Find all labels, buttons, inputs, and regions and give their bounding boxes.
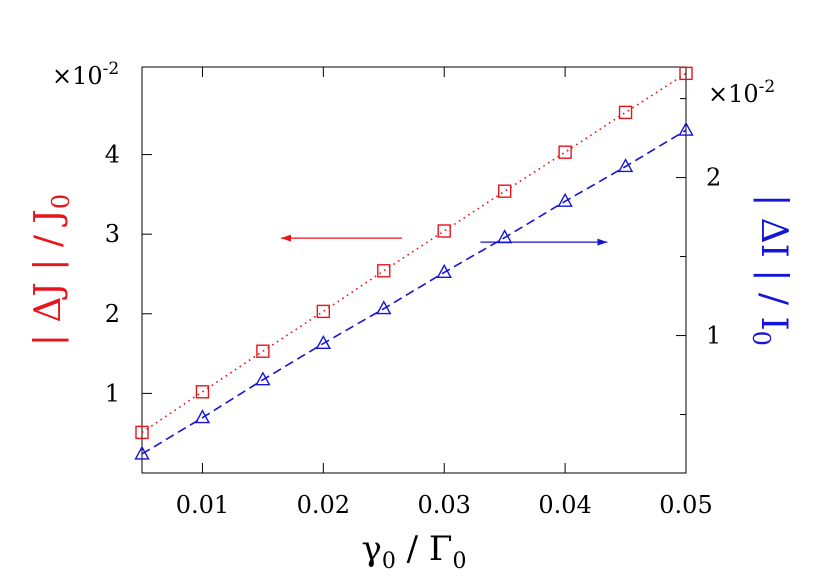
data-point-square: [558, 145, 572, 159]
tick-labels: 0.01 0.02 0.03 0.04 0.05 1 2 3 4 1 2: [105, 141, 722, 519]
data-point-square: [195, 385, 210, 399]
series-left-line: [141, 72, 687, 434]
plot-frame: [141, 66, 687, 474]
data-point-square: [679, 66, 693, 81]
data-point-triangle: [255, 371, 271, 386]
x-tick-label: 0.05: [659, 491, 712, 519]
y-right-tick-label: 2: [706, 164, 721, 192]
ticks-layer: [142, 67, 687, 473]
data-point-triangle: [496, 229, 513, 244]
data-point-square: [256, 344, 270, 358]
data-point-triangle: [376, 300, 392, 315]
y-right-label: | ΔI | / I0: [747, 194, 794, 346]
data-point-square: [618, 105, 633, 120]
x-tick-label: 0.03: [418, 491, 471, 519]
y-left-multiplier: ×10-2: [52, 59, 119, 90]
data-point-square: [377, 264, 391, 278]
y-right-tick-label: 1: [706, 322, 721, 350]
y-left-tick-label: 3: [105, 220, 120, 248]
arrows-layer: [281, 234, 608, 246]
y-left-tick-label: 2: [105, 300, 120, 328]
data-point-triangle: [315, 334, 332, 350]
data-point-square: [135, 425, 149, 440]
data-point-triangle: [436, 263, 452, 278]
y-left-label: | ΔJ | / J0: [28, 194, 75, 346]
series-lines: [141, 72, 687, 455]
x-axis-label: γ0 / Γ0: [362, 529, 467, 574]
data-point-square: [437, 224, 451, 238]
y-left-tick-label: 4: [105, 141, 120, 169]
x-tick-label: 0.04: [538, 491, 591, 519]
x-tick-label: 0.02: [297, 491, 350, 519]
data-point-triangle: [678, 121, 694, 136]
x-tick-label: 0.01: [176, 491, 229, 519]
series-right-line: [141, 129, 687, 455]
data-point-triangle: [134, 445, 150, 460]
y-left-tick-label: 1: [105, 379, 120, 407]
data-point-square: [497, 184, 512, 198]
y-right-multiplier: ×10-2: [708, 77, 775, 108]
data-point-triangle: [617, 158, 634, 173]
data-point-triangle: [557, 192, 573, 207]
arrow-left-head: [281, 234, 292, 242]
arrow-right-head: [597, 238, 608, 246]
data-point-square: [316, 304, 331, 319]
series-markers: [134, 66, 694, 460]
data-point-triangle: [194, 409, 211, 424]
